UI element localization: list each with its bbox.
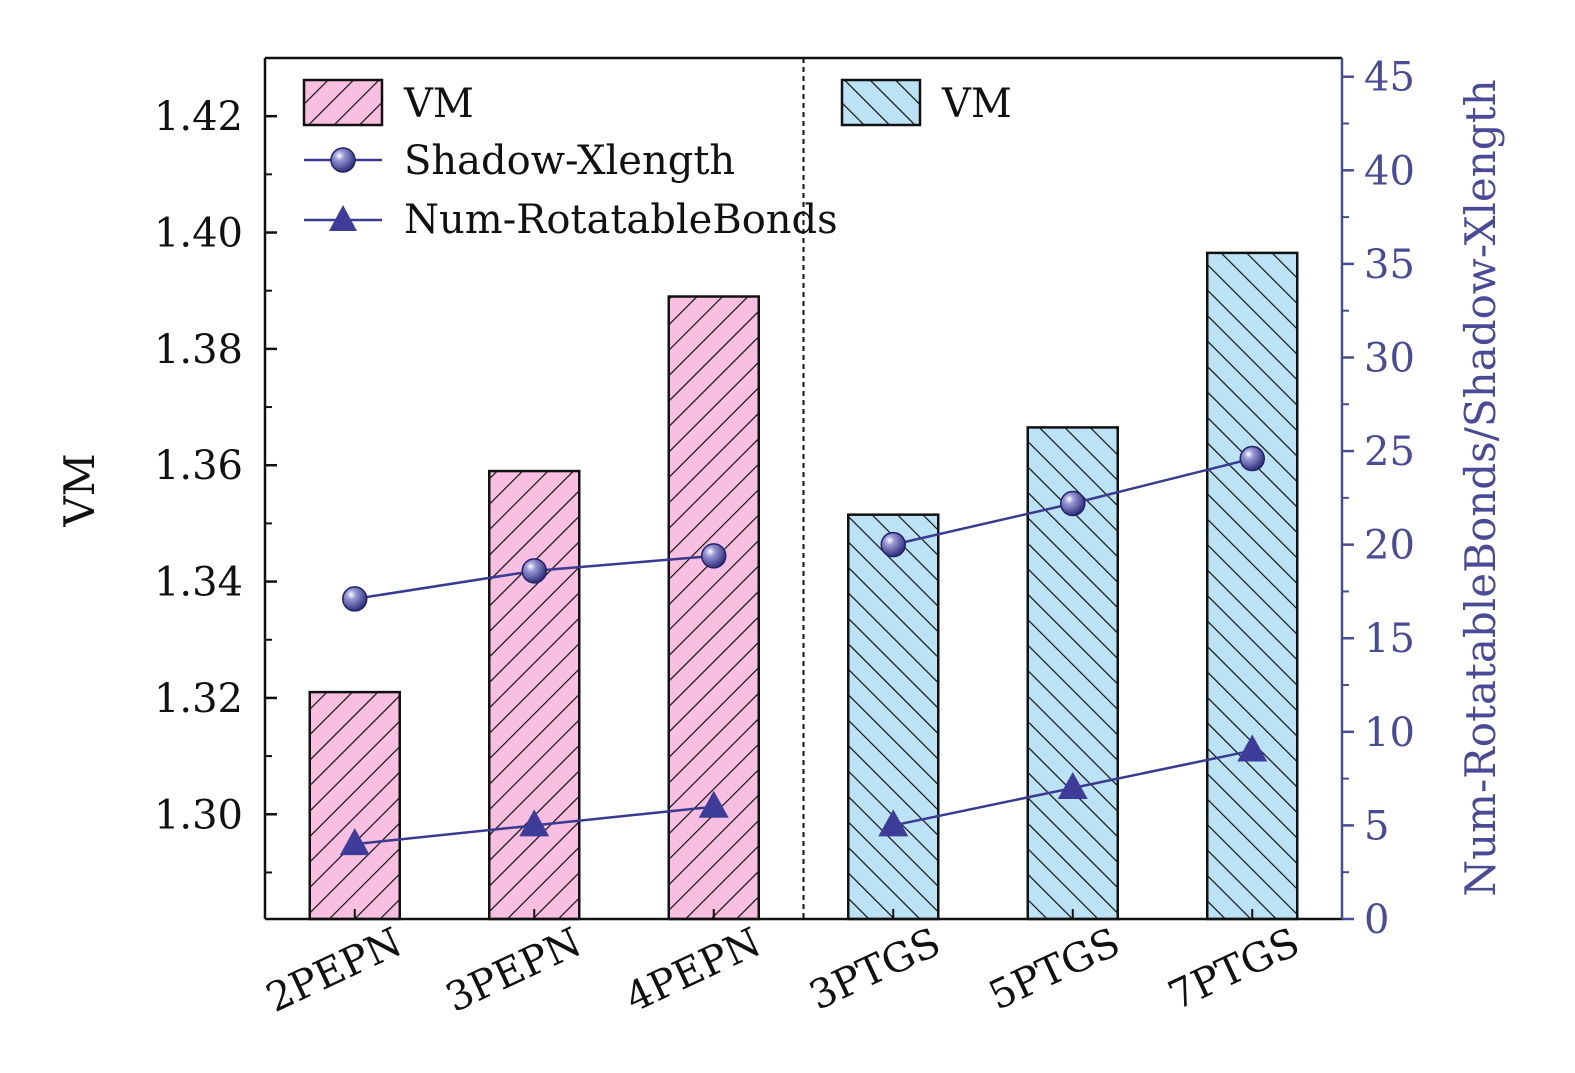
y-axis-title-right: Num-RotatableBonds/Shadow-Xlength (1456, 79, 1505, 896)
legend: VM Shadow-Xlength Num-RotatableBonds VM (302, 78, 1012, 243)
point-num-rotatablebonds-4pepn (698, 790, 729, 818)
bar-hatch-4pepn (667, 295, 760, 921)
legend-label-shadow-xlength: Shadow-Xlength (404, 138, 735, 184)
y-tick-label-left: 1.30 (154, 792, 243, 838)
bars-layer (308, 251, 1299, 921)
legend-swatch-blue-hatch (840, 78, 922, 127)
bar-hatch-7ptgs (1206, 251, 1299, 921)
point-num-rotatablebonds-3pepn (519, 809, 550, 837)
point-num-rotatablebonds-2pepn (339, 828, 370, 856)
y-tick-label-right: 35 (1364, 242, 1415, 288)
bar-hatch-3ptgs (847, 513, 940, 921)
x-tick-label-7ptgs: 7PTGS (1162, 919, 1307, 1019)
legend-label-num-rotatablebonds: Num-RotatableBonds (404, 197, 838, 243)
x-tick-label-3pepn: 3PEPN (439, 919, 588, 1021)
y-tick-label-right: 40 (1364, 148, 1415, 194)
point-num-rotatablebonds-7ptgs (1237, 734, 1268, 762)
point-num-rotatablebonds-5ptgs (1057, 771, 1088, 799)
point-shadow-xlength-3ptgs (880, 531, 906, 558)
bar-hatch-3pepn (488, 469, 581, 921)
legend-marker-triangle (329, 205, 357, 231)
y-tick-label-left: 1.32 (154, 676, 243, 722)
y-axis-title-left: VM (55, 453, 104, 527)
y-tick-label-right: 0 (1364, 897, 1389, 943)
lines-layer (339, 445, 1268, 856)
point-shadow-xlength-4pepn (701, 543, 727, 569)
legend-item-num-rotatablebonds: Num-RotatableBonds (304, 197, 838, 243)
legend-label-vm-pink: VM (403, 81, 474, 127)
legend-item-vm-pink: VM (302, 78, 474, 127)
y-tick-label-left: 1.34 (154, 560, 243, 606)
y-tick-label-right: 30 (1364, 335, 1415, 381)
y-tick-label-right: 15 (1364, 616, 1415, 662)
point-shadow-xlength-3pepn (521, 558, 547, 584)
point-num-rotatablebonds-3ptgs (878, 809, 909, 837)
x-tick-label-2pepn: 2PEPN (259, 919, 408, 1021)
legend-item-shadow-xlength: Shadow-Xlength (304, 138, 735, 184)
point-shadow-xlength-2pepn (342, 586, 368, 612)
legend-marker-circle (330, 147, 356, 173)
y-tick-label-left: 1.36 (154, 443, 243, 489)
y-tick-label-left: 1.42 (154, 94, 243, 140)
legend-label-vm-blue: VM (941, 81, 1012, 127)
point-shadow-xlength-5ptgs (1060, 490, 1086, 517)
y-tick-label-right: 20 (1364, 523, 1415, 569)
y-tick-label-left: 1.40 (154, 211, 243, 257)
y-tick-label-left: 1.38 (154, 327, 243, 373)
y-tick-label-right: 45 (1364, 55, 1415, 101)
x-tick-label-5ptgs: 5PTGS (982, 919, 1127, 1019)
y-tick-label-right: 25 (1364, 429, 1415, 475)
y-tick-label-right: 5 (1364, 803, 1389, 849)
legend-swatch-pink-hatch (302, 78, 384, 127)
y-tick-label-right: 10 (1364, 710, 1415, 756)
x-tick-label-3ptgs: 3PTGS (803, 919, 948, 1019)
bar-hatch-2pepn (308, 690, 401, 921)
point-shadow-xlength-7ptgs (1239, 445, 1265, 472)
x-tick-label-4pepn: 4PEPN (618, 919, 767, 1021)
legend-item-vm-blue: VM (840, 78, 1012, 127)
